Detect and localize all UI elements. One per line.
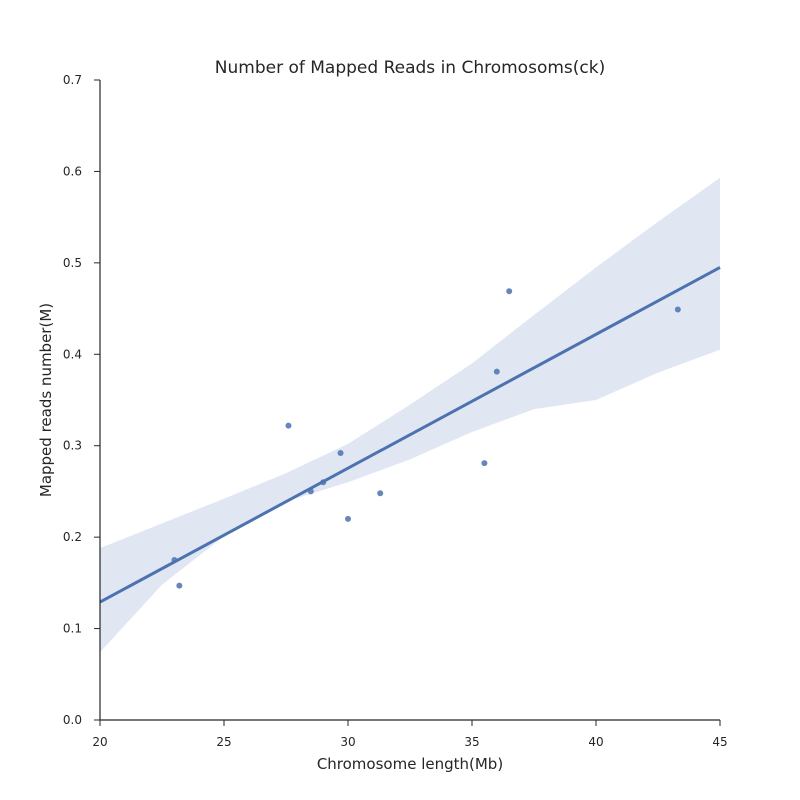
data-point [506, 288, 513, 295]
y-tick-label: 0.4 [63, 347, 82, 361]
data-point [307, 488, 314, 495]
data-point [345, 515, 351, 522]
x-tick-label: 25 [216, 735, 231, 749]
x-tick-label: 30 [340, 735, 355, 749]
confidence-band-layer [100, 177, 720, 653]
data-point [481, 460, 488, 467]
confidence-band [100, 177, 720, 653]
data-point [171, 557, 178, 563]
y-axis-label: Mapped reads number(M) [37, 303, 55, 497]
x-tick-label: 40 [588, 735, 603, 749]
y-tick-label: 0.7 [63, 73, 82, 87]
data-points-layer [171, 288, 681, 589]
data-point [377, 490, 384, 497]
y-tick-label: 0.1 [63, 622, 82, 636]
x-tick-label: 45 [712, 735, 727, 749]
x-axis-label: Chromosome length(Mb) [317, 755, 503, 773]
regression-line-layer [99, 266, 721, 604]
data-point [285, 422, 292, 429]
data-point [493, 368, 500, 375]
y-tick-label: 0.0 [63, 713, 82, 727]
x-tick-label: 35 [464, 735, 479, 749]
axes-layer: 20 25 30 35 40 45 0.0 0.1 0.2 0.3 0.4 0.5 0.6 0.7 [63, 73, 728, 749]
data-point [320, 479, 327, 486]
data-point [176, 582, 183, 589]
data-point [674, 306, 681, 313]
data-point [337, 450, 344, 457]
y-tick-label: 0.2 [63, 530, 82, 544]
y-tick-label: 0.5 [63, 256, 82, 270]
chart-title: Number of Mapped Reads in Chromosoms(ck) [215, 58, 605, 78]
y-tick-label: 0.6 [63, 164, 82, 178]
y-tick-label: 0.3 [63, 439, 82, 453]
regression-line [99, 266, 721, 604]
x-tick-label: 20 [92, 735, 107, 749]
